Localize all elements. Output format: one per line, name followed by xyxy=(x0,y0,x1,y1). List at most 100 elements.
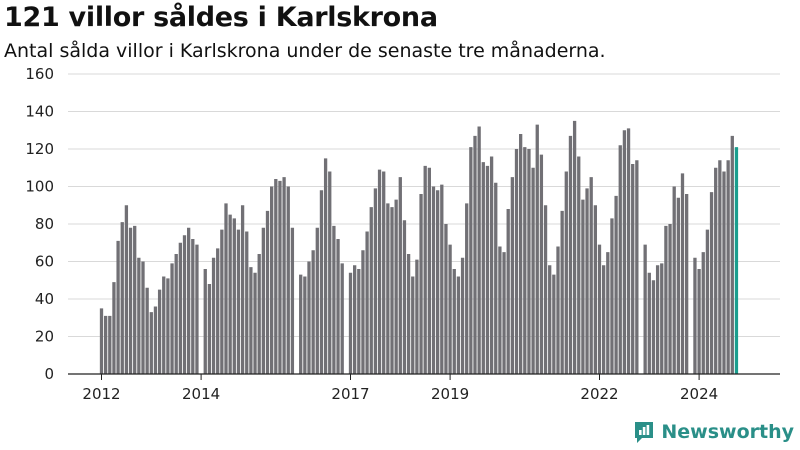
bar xyxy=(249,267,253,375)
bar xyxy=(597,244,602,375)
bar xyxy=(660,263,664,375)
y-axis-tick-labels: 0 20 40 60 80 100 120 140 160 xyxy=(25,65,54,383)
bar xyxy=(506,209,510,374)
bar xyxy=(373,188,378,375)
bar xyxy=(427,167,431,374)
bar xyxy=(543,205,548,374)
bar xyxy=(99,308,104,375)
y-tick-label: 80 xyxy=(35,215,54,233)
bar xyxy=(170,263,174,375)
bar xyxy=(697,269,701,374)
bar xyxy=(431,186,436,374)
bar xyxy=(610,218,614,375)
bar xyxy=(307,261,311,374)
latest-value-label: 121 xyxy=(724,0,755,4)
bar xyxy=(120,222,124,375)
bar xyxy=(502,252,506,375)
bar xyxy=(187,227,191,374)
bar xyxy=(585,188,589,375)
bar xyxy=(602,265,606,374)
bar xyxy=(141,261,145,374)
bar xyxy=(568,135,573,375)
bar xyxy=(257,254,261,374)
bar xyxy=(166,278,170,375)
bar xyxy=(668,224,672,374)
bar xyxy=(157,289,162,375)
bar xyxy=(618,145,622,374)
bar xyxy=(423,165,427,375)
bar xyxy=(614,195,618,375)
bar xyxy=(236,229,241,375)
bar xyxy=(411,276,415,374)
brand-logo: Newsworthy xyxy=(633,420,794,444)
bar xyxy=(290,227,295,374)
x-tick-label: 2022 xyxy=(580,385,618,403)
y-tick-label: 140 xyxy=(25,103,54,121)
x-tick-label: 2019 xyxy=(431,385,469,403)
bar xyxy=(577,156,581,374)
bar xyxy=(714,167,718,374)
bar xyxy=(676,197,680,374)
bar xyxy=(419,194,423,374)
bar xyxy=(390,207,394,375)
chart-subtitle: Antal sålda villor i Karlskrona under de… xyxy=(4,40,606,62)
x-tick-label: 2014 xyxy=(182,385,220,403)
bar xyxy=(436,190,440,374)
bar xyxy=(498,246,502,374)
bar xyxy=(195,244,199,375)
bar xyxy=(282,177,286,375)
bar xyxy=(444,224,448,374)
bar xyxy=(589,177,593,375)
bar xyxy=(489,156,494,374)
bar xyxy=(162,276,166,374)
bar xyxy=(220,229,224,375)
bar xyxy=(701,252,705,375)
bar xyxy=(647,272,651,374)
bar xyxy=(274,179,278,374)
bar xyxy=(365,231,369,374)
bar xyxy=(133,225,137,375)
bar xyxy=(191,239,195,374)
bar xyxy=(693,257,697,374)
bar xyxy=(722,171,726,374)
bar xyxy=(523,147,527,375)
bar xyxy=(572,120,577,375)
bar xyxy=(726,160,730,374)
y-tick-label: 100 xyxy=(25,178,54,196)
bar xyxy=(116,240,120,375)
y-tick-label: 60 xyxy=(35,253,54,271)
bar xyxy=(473,135,477,375)
bar xyxy=(626,128,631,375)
bar xyxy=(651,280,656,374)
bar xyxy=(485,165,490,375)
bar xyxy=(469,147,473,375)
bar xyxy=(108,315,112,375)
bar xyxy=(460,257,465,374)
bar xyxy=(124,205,129,374)
bar xyxy=(481,162,485,375)
x-axis-tick-labels: 2012 2014 2017 2019 2022 2024 xyxy=(82,374,718,403)
bar xyxy=(564,171,568,374)
bar xyxy=(552,274,556,375)
bar xyxy=(336,239,340,374)
y-tick-label: 0 xyxy=(44,365,54,383)
bar xyxy=(261,227,265,374)
bar-latest xyxy=(734,147,739,375)
bar xyxy=(137,257,141,374)
bar xyxy=(398,177,402,375)
bar xyxy=(207,284,212,374)
bar xyxy=(672,186,676,374)
bar xyxy=(494,182,498,374)
bar xyxy=(315,227,319,374)
bar xyxy=(232,218,236,375)
bar xyxy=(240,205,245,374)
bar xyxy=(709,192,714,375)
bar xyxy=(448,244,452,375)
annotations: 121 xyxy=(724,0,755,4)
bar xyxy=(440,184,444,375)
bar xyxy=(415,259,419,375)
bar xyxy=(112,282,116,375)
bar xyxy=(328,171,332,374)
newsworthy-logo-icon xyxy=(635,422,654,443)
